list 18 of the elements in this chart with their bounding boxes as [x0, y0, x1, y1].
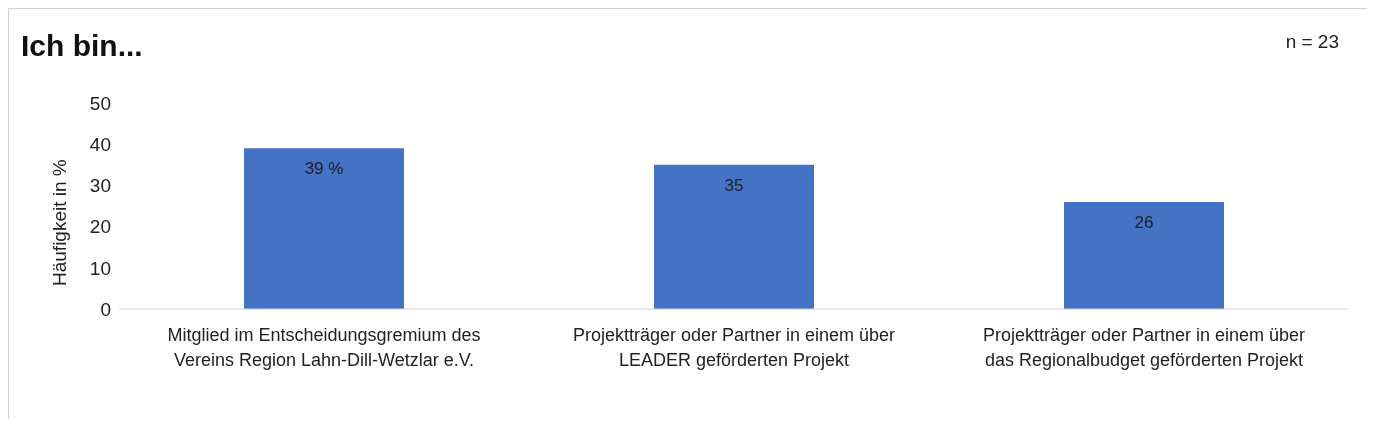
data-label: 26 [1134, 212, 1154, 232]
bar [244, 148, 404, 309]
y-tick-label: 20 [89, 216, 111, 238]
bar [654, 164, 814, 309]
y-tick-label: 10 [89, 257, 111, 279]
data-label: 39 % [304, 159, 344, 179]
text: n = 23 [1285, 31, 1339, 53]
y-tick-label: 40 [89, 133, 111, 155]
y-tick-label: 50 [89, 92, 111, 114]
data-label: 35 [724, 175, 744, 195]
x-tick-label: Projektträger oder Partner in einem über das Regionalbudget geförderten Projekt [982, 325, 1306, 371]
chart-title: Ich bin... [21, 29, 143, 63]
x-tick-label: Projektträger oder Partner in einem über LEADER geförderten Projekt [572, 325, 896, 371]
y-tick-label: 30 [89, 175, 111, 197]
y-tick-label: 0 [100, 298, 111, 320]
bar [1064, 201, 1224, 309]
y-axis-title: Häufigkeit in % [48, 159, 70, 286]
x-tick-label: Mitglied im Entscheidungsgremium des Vereins Region Lahn-Dill-Wetzlar e.V. [167, 325, 481, 371]
